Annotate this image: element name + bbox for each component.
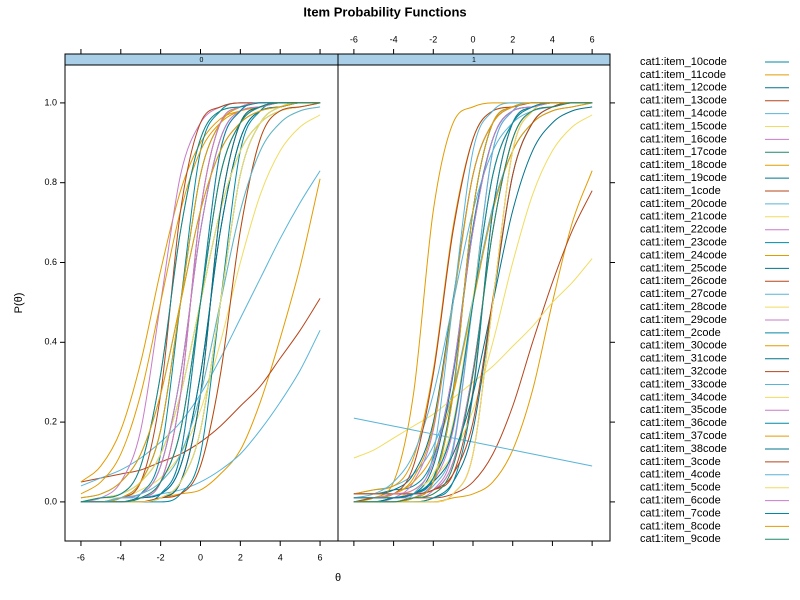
chart-title: Item Probability Functions	[303, 4, 466, 19]
item-curve	[80, 330, 321, 503]
y-tick-label: 0.6	[44, 257, 57, 267]
x-tick-label: 0	[198, 552, 203, 562]
x-tick-label: 2	[510, 34, 515, 44]
y-tick-label: 0.0	[44, 496, 57, 506]
x-tick-label: -4	[390, 34, 398, 44]
legend-label: cat1:item_32code	[640, 366, 727, 378]
item-curve	[353, 102, 593, 499]
x-tick-label: 2	[238, 552, 243, 562]
x-tick-label: 6	[590, 34, 595, 44]
legend-label: cat1:item_23code	[640, 237, 727, 249]
y-tick-label: 0.2	[44, 416, 57, 426]
legend-label: cat1:item_25code	[640, 262, 727, 274]
item-curve	[353, 417, 593, 467]
x-tick-label: -2	[157, 552, 165, 562]
x-tick-label: 6	[318, 552, 323, 562]
item-curve	[80, 102, 321, 483]
item-curve	[80, 102, 321, 499]
x-tick-label: 4	[550, 34, 555, 44]
legend-label: cat1:item_13code	[640, 95, 727, 107]
legend-label: cat1:item_27code	[640, 288, 727, 300]
legend-label: cat1:item_20code	[640, 198, 727, 210]
legend-label: cat1:item_8code	[640, 520, 721, 532]
legend-label: cat1:item_14code	[640, 108, 727, 120]
y-tick-label: 0.8	[44, 177, 57, 187]
legend-label: cat1:item_15code	[640, 120, 727, 132]
legend-label: cat1:item_11code	[640, 69, 726, 81]
item-curve	[80, 298, 321, 483]
legend-label: cat1:item_26code	[640, 275, 727, 287]
legend-label: cat1:item_4code	[640, 469, 721, 481]
item-curve	[353, 258, 593, 459]
item-curve	[353, 102, 593, 503]
x-tick-label: 4	[278, 552, 283, 562]
y-tick-label: 0.4	[44, 337, 57, 347]
item-curve	[80, 102, 321, 495]
legend-label: cat1:item_36code	[640, 417, 727, 429]
legend-label: cat1:item_34code	[640, 391, 727, 403]
legend-label: cat1:item_10code	[640, 56, 727, 68]
legend-label: cat1:item_3code	[640, 456, 721, 468]
panel-strip-label: 0	[200, 57, 204, 64]
panel-strip-label: 1	[472, 57, 476, 64]
x-axis-label: θ	[335, 572, 341, 584]
legend-label: cat1:item_38code	[640, 443, 727, 455]
item-curve	[80, 102, 321, 503]
legend-label: cat1:item_33code	[640, 378, 727, 390]
legend-label: cat1:item_6code	[640, 495, 721, 507]
legend-label: cat1:item_18code	[640, 159, 727, 171]
legend-label: cat1:item_2code	[640, 327, 721, 339]
legend-label: cat1:item_22code	[640, 224, 727, 236]
y-axis-label: P(θ)	[13, 293, 25, 314]
legend-label: cat1:item_30code	[640, 340, 727, 352]
legend-label: cat1:item_5code	[640, 482, 721, 494]
y-tick-label: 1.0	[44, 97, 57, 107]
x-tick-label: -2	[429, 34, 437, 44]
legend-label: cat1:item_29code	[640, 314, 727, 326]
legend-label: cat1:item_31code	[640, 353, 727, 365]
x-tick-label: -6	[77, 552, 85, 562]
panel-frame	[337, 64, 611, 542]
legend-label: cat1:item_12code	[640, 82, 727, 94]
legend-label: cat1:item_24code	[640, 249, 727, 261]
legend-label: cat1:item_28code	[640, 301, 727, 313]
legend-label: cat1:item_1code	[640, 185, 721, 197]
legend-label: cat1:item_37code	[640, 430, 727, 442]
item-curve	[80, 106, 321, 503]
legend-label: cat1:item_21code	[640, 211, 727, 223]
legend-label: cat1:item_17code	[640, 146, 727, 158]
x-tick-label: -4	[117, 552, 125, 562]
x-tick-label: 0	[470, 34, 475, 44]
legend-label: cat1:item_9code	[640, 533, 721, 545]
legend-label: cat1:item_19code	[640, 172, 727, 184]
legend-label: cat1:item_7code	[640, 507, 721, 519]
legend-label: cat1:item_16code	[640, 133, 727, 145]
legend-label: cat1:item_35code	[640, 404, 727, 416]
x-tick-label: -6	[350, 34, 358, 44]
